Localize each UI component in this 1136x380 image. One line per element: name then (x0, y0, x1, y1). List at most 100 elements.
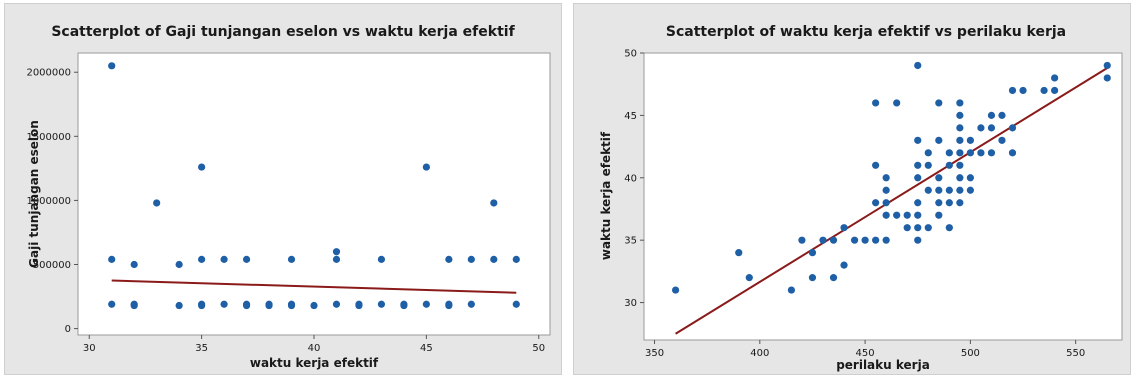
x-axis-label: perilaku kerja (836, 358, 930, 372)
data-point (108, 255, 116, 263)
data-point (220, 255, 228, 263)
data-point (956, 174, 964, 182)
data-point (1103, 74, 1111, 82)
x-tick-label: 550 (1066, 348, 1085, 359)
y-tick-label: 40 (624, 173, 637, 184)
x-tick-label: 450 (856, 348, 875, 359)
data-point (1008, 124, 1017, 132)
data-point (924, 149, 932, 157)
chart-title: Scatterplot of waktu kerja efektif vs pe… (666, 24, 1066, 40)
chart-panel-left: Scatterplot of Gaji tunjangan eselon vs … (4, 3, 562, 375)
data-point (1051, 86, 1059, 95)
data-point (998, 136, 1006, 144)
data-point (377, 255, 386, 263)
data-point (829, 274, 838, 282)
data-point (287, 255, 296, 263)
data-point (966, 174, 974, 182)
data-point (945, 161, 953, 169)
y-axis-label: waktu kerja efektif (599, 131, 613, 260)
y-tick-label: 500000 (33, 260, 71, 271)
data-point (893, 211, 901, 219)
data-point (1019, 86, 1027, 95)
data-point (956, 99, 964, 107)
data-point (671, 286, 680, 294)
chart-title: Scatterplot of Gaji tunjangan eselon vs … (51, 24, 515, 40)
data-point (945, 224, 953, 232)
x-tick-label: 40 (308, 343, 321, 354)
x-tick-label: 45 (420, 343, 433, 354)
y-tick-label: 45 (624, 111, 637, 122)
data-point (422, 300, 430, 308)
y-tick-label: 35 (624, 236, 637, 247)
data-point (490, 199, 498, 207)
plot-area (643, 52, 1123, 341)
y-tick-label: 0 (65, 324, 71, 335)
data-point (735, 249, 743, 257)
data-point (914, 61, 922, 70)
data-point (893, 99, 901, 107)
scatter-chart-right: Scatterplot of waktu kerja efektif vs pe… (599, 24, 1123, 372)
data-point (914, 224, 922, 232)
data-point (987, 149, 996, 157)
data-point (945, 186, 953, 194)
data-point (850, 236, 859, 244)
data-point (945, 149, 953, 157)
data-point (914, 136, 922, 144)
data-point (512, 300, 520, 308)
data-point (998, 111, 1006, 119)
data-point (935, 136, 943, 144)
data-point (903, 224, 911, 232)
x-tick-label: 50 (532, 343, 545, 354)
x-tick-label: 500 (961, 348, 980, 359)
data-point (956, 136, 964, 144)
data-point (966, 136, 974, 144)
data-point (198, 255, 206, 263)
data-point (198, 163, 206, 171)
data-point (935, 186, 943, 194)
data-point (956, 199, 964, 207)
x-axis-label: waktu kerja efektif (250, 356, 379, 370)
data-point (924, 186, 932, 194)
data-point (914, 236, 922, 244)
data-point (175, 260, 183, 269)
data-point (332, 300, 341, 308)
chart-panel-right: Scatterplot of waktu kerja efektif vs pe… (573, 3, 1131, 375)
data-point (445, 255, 453, 263)
data-point (819, 236, 827, 244)
data-point (935, 199, 943, 207)
data-point (966, 149, 974, 157)
data-point (242, 255, 251, 263)
x-tick-label: 350 (645, 348, 664, 359)
regression-line (111, 279, 517, 294)
data-point (512, 255, 520, 263)
data-point (242, 301, 251, 310)
data-point (987, 124, 996, 132)
data-point (787, 286, 796, 294)
data-point (175, 301, 183, 310)
y-tick-label: 30 (624, 298, 637, 309)
data-point (1008, 149, 1017, 157)
data-point (914, 211, 922, 219)
x-tick-label: 35 (195, 343, 208, 354)
data-point (829, 236, 838, 244)
data-point (914, 161, 922, 169)
data-point (198, 301, 206, 310)
x-tick-label: 30 (83, 343, 96, 354)
data-point (467, 300, 475, 308)
scatter-chart-left: Scatterplot of Gaji tunjangan eselon vs … (26, 24, 551, 370)
data-point (153, 199, 161, 207)
data-point (914, 199, 922, 207)
y-tick-label: 2000000 (26, 68, 71, 79)
data-point (956, 161, 964, 169)
data-point (924, 224, 932, 232)
data-point (882, 211, 890, 219)
data-point (956, 111, 964, 119)
data-point (1008, 86, 1017, 95)
data-point (332, 255, 341, 263)
data-point (445, 301, 453, 310)
data-point (977, 149, 985, 157)
data-point (745, 274, 753, 282)
data-point (882, 199, 890, 207)
data-point (108, 300, 116, 308)
data-point (808, 249, 817, 257)
